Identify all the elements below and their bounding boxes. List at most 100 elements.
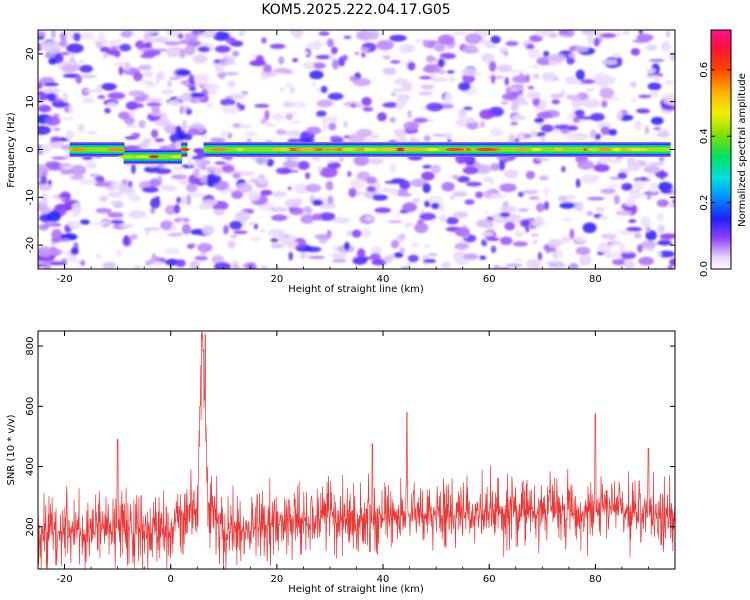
heatmap-cell [454, 227, 470, 237]
y-tick-label: 0 [25, 146, 36, 152]
heatmap-cell [129, 233, 138, 240]
heatmap-cell [267, 123, 276, 128]
snr-ticks: -20 0 20 40 60 80 200 400 600 800 [25, 331, 676, 585]
heatmap-cell [110, 46, 118, 50]
heatmap-cell [40, 174, 47, 186]
heatmap-cell [200, 199, 218, 206]
y-tick-label: 600 [25, 397, 36, 416]
heatmap-cell [517, 191, 524, 198]
heatmap-cell [544, 201, 550, 211]
heatmap-cell [396, 192, 413, 197]
heatmap-cell [451, 174, 460, 180]
heatmap-cell [176, 196, 182, 204]
heatmap-cell [213, 180, 230, 191]
heatmap-cell [479, 255, 487, 260]
heatmap-cell [316, 99, 334, 108]
heatmap-cell [531, 64, 539, 70]
heatmap-cell [79, 179, 98, 185]
colorbar-gradient [710, 29, 732, 270]
heatmap-cell [295, 101, 307, 109]
heatmap-cell [260, 70, 278, 78]
heatmap-cell [657, 181, 673, 192]
heatmap-cell [49, 141, 65, 149]
heatmap-cell [123, 234, 130, 246]
heatmap-cell [138, 64, 152, 71]
heatmap-cell [407, 254, 419, 263]
heatmap-cell [538, 175, 549, 181]
heatmap-cell [154, 168, 172, 175]
heatmap-cell [211, 62, 217, 66]
heatmap-cell [425, 55, 435, 63]
heatmap-cell [430, 71, 437, 79]
heatmap-cell [51, 156, 67, 160]
heatmap-cell [541, 147, 545, 152]
heatmap-cell [240, 30, 247, 35]
heatmap-cell [516, 147, 528, 152]
heatmap-cell [527, 47, 540, 59]
heatmap-cell [573, 132, 589, 141]
heatmap-cell [41, 193, 47, 202]
heatmap-cell [479, 120, 485, 129]
heatmap-cell [567, 125, 579, 131]
heatmap-cell [617, 172, 628, 180]
heatmap-cell [287, 186, 292, 190]
heatmap-cell [170, 174, 188, 180]
heatmap-cell [43, 221, 59, 226]
heatmap-cell [383, 186, 390, 193]
heatmap-cell [317, 165, 323, 172]
heatmap-cell [402, 81, 413, 92]
heatmap-cell [590, 112, 605, 122]
heatmap-cell [61, 64, 77, 74]
heatmap-cell [160, 220, 174, 231]
heatmap-cell [321, 116, 339, 123]
heatmap-cell [322, 147, 325, 152]
heatmap-cell [165, 258, 179, 266]
heatmap-cell [653, 126, 662, 131]
heatmap-cell [171, 155, 182, 159]
heatmap-cell [438, 201, 445, 213]
heatmap-cell [284, 83, 293, 88]
heatmap-cell [496, 64, 513, 73]
heatmap-cell [499, 212, 511, 217]
heatmap-cell [300, 214, 314, 224]
heatmap-cell [482, 175, 494, 183]
heatmap-cell [510, 101, 519, 112]
heatmap-cell [231, 190, 243, 200]
heatmap-cell [97, 94, 106, 100]
heatmap-cell [232, 50, 240, 57]
heatmap-cell [284, 130, 302, 137]
heatmap-cell [654, 171, 669, 178]
heatmap-cell [580, 79, 596, 84]
heatmap-cell [569, 147, 573, 152]
heatmap-cell [278, 56, 285, 65]
heatmap-cell [393, 128, 406, 138]
heatmap-cell [441, 181, 455, 192]
heatmap-cell [179, 49, 186, 59]
heatmap-cell [162, 154, 166, 159]
heatmap-cell [200, 174, 208, 183]
heatmap-cell [446, 70, 455, 74]
heatmap-cell [657, 212, 665, 222]
heatmap-cell [560, 236, 572, 244]
heatmap-cell [539, 135, 546, 144]
heatmap-cell [636, 243, 643, 253]
heatmap-cell [185, 183, 198, 193]
x-tick-label: 60 [483, 274, 496, 285]
heatmap-cell [58, 193, 71, 199]
heatmap-cell [474, 164, 492, 174]
heatmap-cell [656, 240, 673, 246]
heatmap-cell [348, 187, 357, 198]
heatmap-cell [42, 87, 60, 95]
heatmap-cell [145, 41, 152, 49]
heatmap-cell [528, 196, 540, 200]
heatmap-cell [390, 239, 400, 249]
heatmap-cell [575, 69, 585, 81]
heatmap-cell [182, 120, 188, 131]
x-tick-label: 20 [271, 574, 284, 585]
heatmap-cell [475, 219, 494, 228]
heatmap-cell [186, 194, 191, 206]
heatmap-cell [236, 147, 244, 152]
heatmap-cell [421, 171, 435, 181]
heatmap-cell [315, 54, 333, 60]
heatmap-cell [92, 147, 95, 152]
